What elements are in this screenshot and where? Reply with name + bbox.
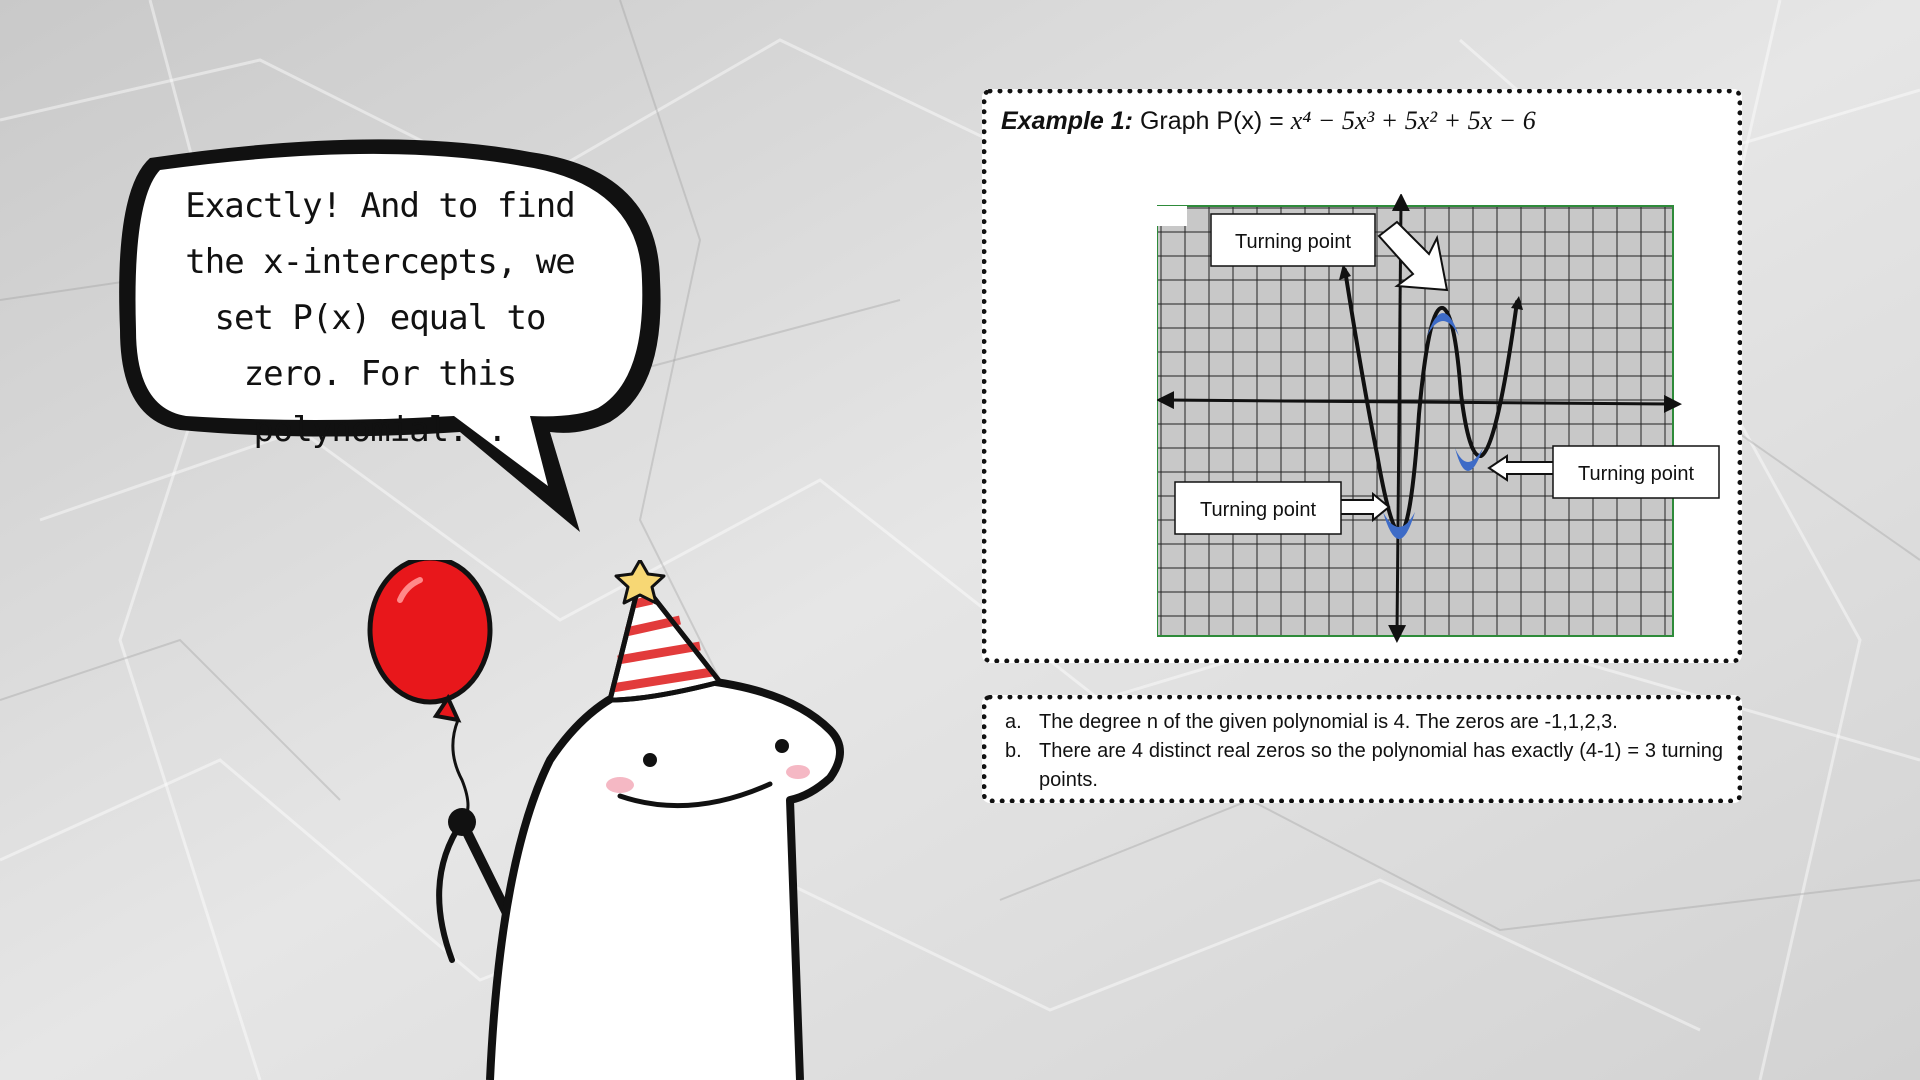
balloon-icon [367, 560, 493, 723]
note-marker: a. [1005, 711, 1022, 733]
note-item-b: b. There are 4 distinct real zeros so th… [1005, 737, 1723, 795]
polynomial-curve [1343, 268, 1519, 537]
balloon-string [451, 719, 470, 824]
note-marker: b. [1005, 740, 1022, 762]
polynomial-equation: x⁴ − 5x³ + 5x² + 5x − 6 [1290, 106, 1536, 135]
turning-point-marker-min2 [1455, 448, 1483, 471]
callout-arrow-top [1377, 220, 1449, 292]
turning-point-marker-max [1427, 313, 1459, 336]
callout-arrow-left [1338, 491, 1391, 523]
callout-top: Turning point [1235, 231, 1351, 253]
note-text: There are 4 distinct real zeros so the p… [1039, 740, 1723, 791]
star-icon [614, 560, 666, 605]
callout-right: Turning point [1578, 463, 1694, 485]
party-character [367, 560, 844, 1080]
example-label: Example 1: [1001, 107, 1134, 135]
party-hat-icon [607, 577, 723, 703]
character-body [486, 675, 844, 1080]
callout-arrow-right [1487, 454, 1562, 482]
note-item-a: a. The degree n of the given polynomial … [1005, 708, 1723, 737]
notes-panel: a. The degree n of the given polynomial … [982, 695, 1742, 803]
example-title: Example 1: Graph P(x) = x⁴ − 5x³ + 5x² +… [1001, 106, 1536, 136]
speech-bubble [119, 139, 661, 532]
example-prefix: Graph P(x) = [1133, 107, 1291, 135]
note-text: The degree n of the given polynomial is … [1039, 711, 1618, 733]
polynomial-graph: Turning point Turning point Turning poin… [1157, 194, 1720, 643]
y-axis [1388, 194, 1410, 643]
callout-left: Turning point [1200, 499, 1316, 521]
turning-point-marker-min [1383, 512, 1415, 539]
example-panel: Example 1: Graph P(x) = x⁴ − 5x³ + 5x² +… [982, 89, 1742, 663]
speech-bubble-text: Exactly! And to find the x-intercepts, w… [185, 186, 575, 450]
